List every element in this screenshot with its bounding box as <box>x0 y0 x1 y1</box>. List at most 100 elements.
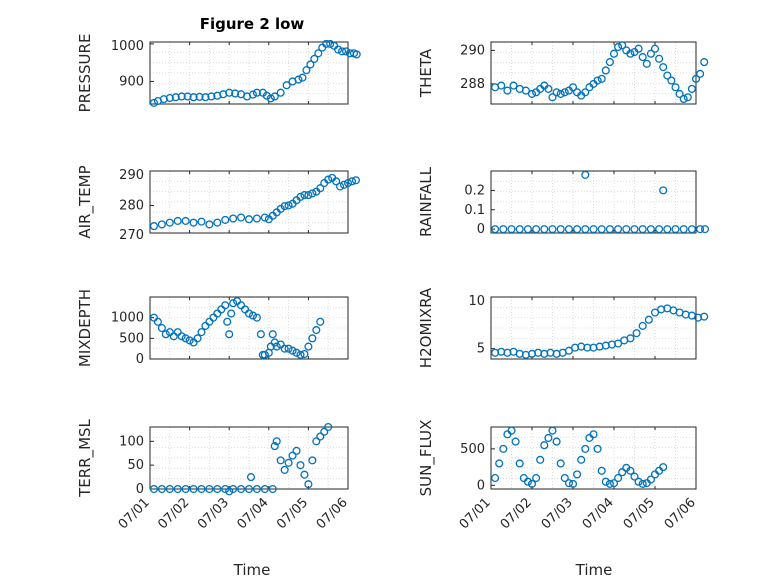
data-point <box>173 328 182 337</box>
data-point <box>227 309 236 318</box>
data-point <box>696 69 705 78</box>
data-point <box>609 479 619 488</box>
x-tick-label: 07/02 <box>155 495 192 532</box>
data-point <box>197 484 206 494</box>
data-point <box>605 479 614 488</box>
data-point <box>663 71 672 80</box>
x-tick-label: 07/04 <box>235 495 272 532</box>
data-point <box>195 92 204 101</box>
data-point <box>181 484 190 494</box>
data-point <box>248 90 258 99</box>
data-point <box>511 437 520 446</box>
data-point <box>655 225 664 234</box>
data-point <box>183 92 192 101</box>
data-point <box>308 456 317 465</box>
data-point <box>300 349 309 359</box>
data-point <box>223 317 232 326</box>
data-point <box>341 47 351 56</box>
data-point <box>201 321 210 330</box>
y-tick-label: 290 <box>460 43 485 58</box>
y-tick-label: 1000 <box>111 311 144 326</box>
data-point <box>252 214 261 223</box>
data-point <box>560 88 569 97</box>
data-point <box>229 214 238 223</box>
data-point <box>691 74 701 83</box>
data-point <box>568 479 578 488</box>
data-point <box>499 225 508 234</box>
data-point <box>683 93 692 102</box>
data-point <box>622 225 631 234</box>
data-point <box>614 225 623 234</box>
y-axis-label: SUN_FLUX <box>417 420 436 497</box>
data-point <box>618 41 627 50</box>
data-point <box>495 459 504 468</box>
data-point <box>237 301 246 310</box>
data-point <box>165 484 174 494</box>
x-tick-label: 07/06 <box>662 495 699 532</box>
data-point <box>564 225 573 234</box>
data-point <box>581 225 590 234</box>
data-point <box>270 442 279 451</box>
data-point <box>308 334 317 343</box>
data-point <box>614 42 623 52</box>
data-point <box>282 81 291 90</box>
x-tick-label: 07/02 <box>498 495 535 532</box>
data-point <box>700 225 710 234</box>
data-point <box>197 217 206 226</box>
data-point <box>650 44 660 53</box>
data-point <box>296 461 305 470</box>
data-point <box>642 59 651 68</box>
data-point <box>527 479 537 488</box>
data-point <box>509 81 518 90</box>
data-point <box>157 484 166 494</box>
axes-box <box>149 41 349 105</box>
data-point <box>300 191 309 200</box>
data-point <box>300 470 309 479</box>
y-axis-label: H2OMIXRA <box>417 287 435 368</box>
data-point <box>149 222 159 231</box>
data-point <box>352 50 361 59</box>
data-point <box>507 426 516 435</box>
data-point <box>296 192 305 201</box>
data-point <box>205 220 214 229</box>
y-tick-label: 0 <box>136 352 144 367</box>
data-point <box>646 475 655 484</box>
data-point <box>605 58 614 67</box>
data-point <box>581 88 590 97</box>
data-point <box>667 76 676 85</box>
data-point <box>244 215 254 224</box>
data-point <box>527 89 537 98</box>
data-point <box>296 350 305 359</box>
x-axis-label-right: Time <box>575 561 613 579</box>
data-point <box>316 432 325 441</box>
data-point <box>634 44 643 53</box>
data-point <box>536 455 545 464</box>
data-point <box>614 474 623 483</box>
data-point <box>671 83 680 92</box>
x-tick-label: 07/03 <box>195 495 232 532</box>
data-point <box>314 49 323 58</box>
data-point <box>646 225 655 234</box>
data-point <box>544 433 553 442</box>
data-point <box>193 334 202 343</box>
data-point <box>552 437 561 446</box>
data-point <box>630 225 639 234</box>
y-tick-label: 0.1 <box>464 203 485 218</box>
data-point <box>153 317 162 326</box>
data-point <box>260 484 269 494</box>
data-point <box>237 484 246 494</box>
data-point <box>181 216 190 225</box>
data-point <box>308 189 317 198</box>
data-point <box>280 202 289 211</box>
data-point <box>316 184 325 193</box>
data-point <box>338 47 347 56</box>
data-point <box>638 225 647 234</box>
data-point <box>294 75 303 84</box>
data-point <box>149 98 159 107</box>
subplot-sun-flux: 0 500 SUN_FLUX 07/01 07/02 07/03 07/04 07/05 07/… <box>417 420 699 533</box>
data-point <box>292 446 301 455</box>
x-tick-label: 07/04 <box>580 495 617 532</box>
x-tick-label: 07/01 <box>457 495 494 532</box>
data-point <box>573 225 582 234</box>
